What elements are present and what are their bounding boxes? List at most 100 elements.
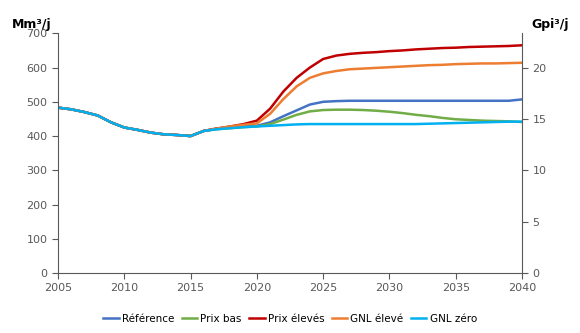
Line: Référence: Référence [58,100,522,136]
Prix élevés [492,44,499,48]
Référence [505,99,512,103]
Prix élevés [399,48,406,52]
GNL élevé [280,97,287,101]
Prix élevés [81,110,88,114]
Line: GNL élevé: GNL élevé [58,63,522,136]
Référence [439,99,446,103]
Référence [280,114,287,118]
Prix bas [293,113,300,117]
GNL zéro [187,134,194,138]
GNL élevé [134,128,141,132]
Prix élevés [452,46,459,50]
Prix élevés [505,44,512,48]
Référence [227,126,234,130]
GNL élevé [399,65,406,69]
GNL élevé [320,71,327,75]
GNL zéro [426,122,433,126]
GNL élevé [240,123,247,127]
GNL élevé [187,134,194,138]
Prix élevés [121,126,128,130]
Référence [333,99,340,103]
GNL élevé [227,125,234,129]
Prix élevés [147,131,154,135]
Prix élevés [320,57,327,61]
Référence [386,99,393,103]
Prix élevés [174,133,181,137]
Prix élevés [478,45,485,49]
Prix élevés [107,120,114,124]
Prix bas [55,106,61,110]
Prix bas [412,113,419,117]
Référence [253,124,260,128]
GNL zéro [55,106,61,110]
GNL élevé [426,63,433,67]
GNL élevé [306,76,313,80]
Prix élevés [200,129,207,133]
GNL élevé [439,63,446,67]
Prix bas [306,110,313,114]
GNL élevé [492,62,499,66]
GNL élevé [360,67,367,71]
Prix élevés [439,46,446,50]
Prix bas [267,122,274,126]
Prix bas [439,116,446,120]
GNL zéro [399,122,406,126]
Prix bas [505,119,512,123]
GNL zéro [107,120,114,124]
GNL élevé [333,69,340,73]
Prix élevés [240,122,247,126]
Text: Mm³/j: Mm³/j [12,18,51,31]
Référence [478,99,485,103]
GNL élevé [466,62,473,66]
Référence [187,134,194,138]
GNL élevé [68,107,75,111]
Référence [412,99,419,103]
GNL zéro [161,132,168,136]
GNL zéro [267,124,274,128]
Prix élevés [519,43,525,47]
Référence [213,127,220,131]
Prix bas [68,107,75,111]
Prix bas [346,108,353,112]
Prix élevés [293,76,300,80]
Prix bas [519,120,525,124]
Prix élevés [333,54,340,58]
Prix bas [174,133,181,137]
Prix élevés [386,49,393,53]
Line: Prix élevés: Prix élevés [58,45,522,136]
Référence [373,99,380,103]
Référence [134,128,141,132]
Prix bas [121,126,128,130]
Référence [200,129,207,133]
GNL zéro [147,131,154,135]
Référence [174,133,181,137]
Prix élevés [161,132,168,136]
Référence [55,106,61,110]
GNL zéro [213,127,220,131]
GNL zéro [346,122,353,126]
GNL zéro [333,122,340,126]
GNL élevé [373,66,380,70]
GNL zéro [386,122,393,126]
Prix élevés [466,45,473,49]
GNL zéro [505,120,512,124]
Prix bas [386,110,393,114]
GNL zéro [360,122,367,126]
Prix élevés [187,134,194,138]
GNL élevé [346,67,353,71]
Prix bas [360,108,367,112]
Prix bas [466,118,473,122]
GNL élevé [81,110,88,114]
GNL élevé [213,127,220,131]
Prix bas [134,128,141,132]
GNL élevé [267,112,274,116]
Prix bas [373,109,380,113]
GNL zéro [95,114,102,118]
GNL zéro [121,126,128,130]
Text: Gpi³/j: Gpi³/j [531,18,568,31]
GNL zéro [412,122,419,126]
Référence [399,99,406,103]
Prix bas [147,131,154,135]
Prix bas [200,129,207,133]
GNL zéro [227,126,234,130]
